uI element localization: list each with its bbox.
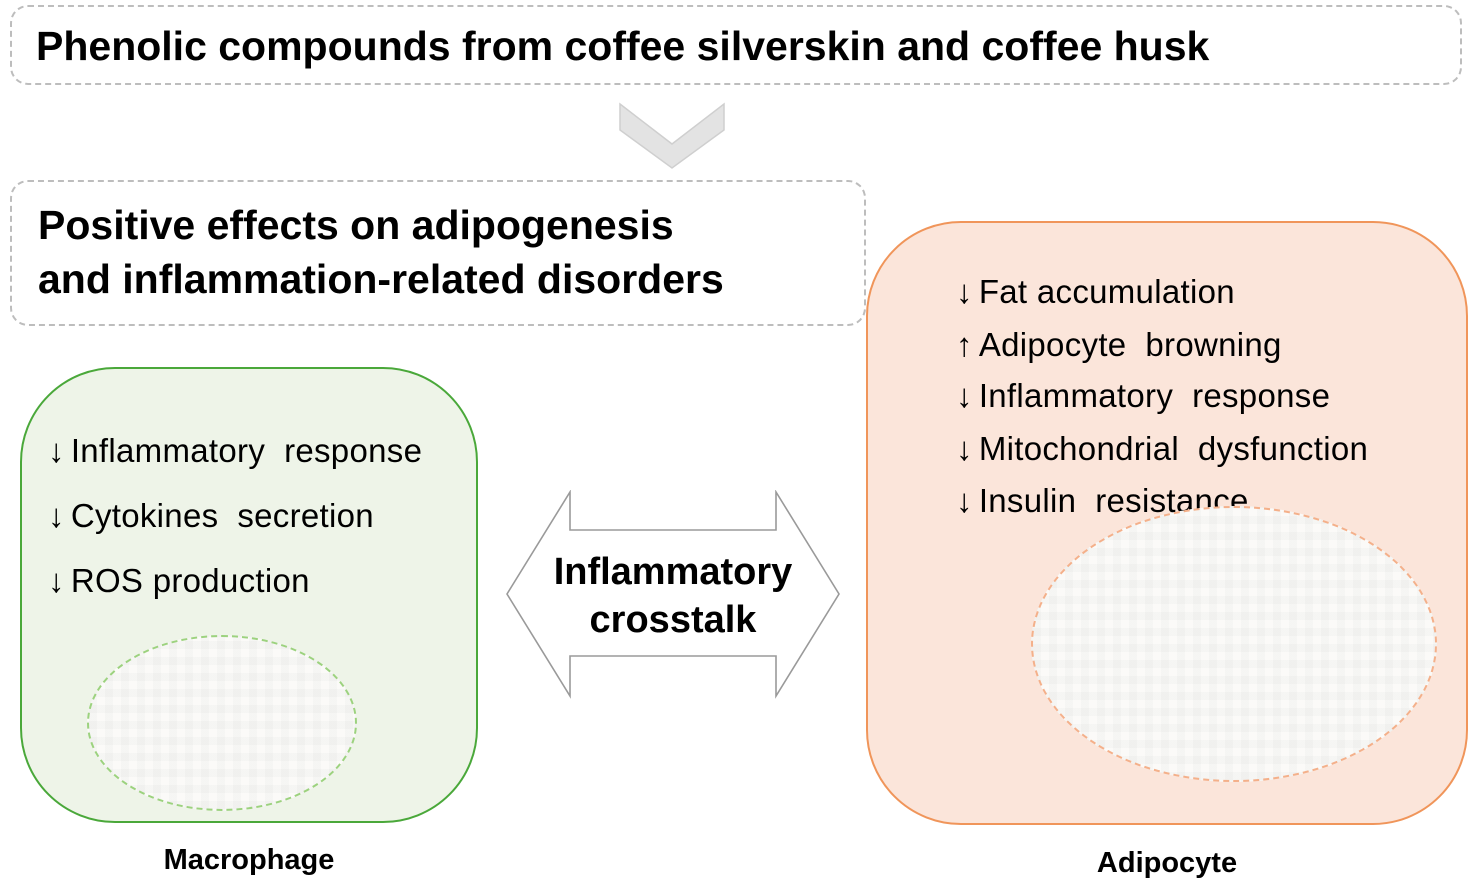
crosstalk-label-line-2: crosstalk (589, 599, 757, 641)
effects-box: Positive effects on adipogenesis and inf… (10, 180, 866, 326)
macrophage-effect: ↓ Cytokines secretion (48, 497, 374, 535)
effect-label: Mitochondrial dysfunction (978, 430, 1369, 467)
adipocyte-effect: ↓ Fat accumulation (956, 273, 1235, 311)
macrophage-effect: ↓ ROS production (48, 562, 310, 600)
adipocyte-effect: ↑ Adipocyte browning (956, 326, 1282, 364)
decrease-arrow-icon: ↓ (956, 430, 973, 467)
down-chevron-arrow (619, 102, 725, 169)
adipocyte-effect: ↓ Mitochondrial dysfunction (956, 430, 1368, 468)
adipocyte-effect: ↓ Inflammatory response (956, 377, 1330, 415)
effects-heading-line-2: and inflammation-related disorders (38, 256, 724, 302)
title-box: Phenolic compounds from coffee silverski… (10, 5, 1462, 85)
crosstalk-label-line-1: Inflammatory (553, 551, 793, 593)
macrophage-label: Macrophage (163, 844, 335, 876)
effect-label: Adipocyte browning (978, 326, 1282, 363)
diagram-title: Phenolic compounds from coffee silverski… (36, 23, 1210, 69)
macrophage-nucleus (87, 635, 357, 811)
macrophage-cell: ↓ Inflammatory response ↓ Cytokines secret… (20, 367, 478, 823)
effect-label: Cytokines secretion (70, 497, 374, 534)
effect-label: Fat accumulation (978, 273, 1235, 310)
decrease-arrow-icon: ↓ (48, 432, 65, 469)
macrophage-effect: ↓ Inflammatory response (48, 432, 422, 470)
decrease-arrow-icon: ↓ (956, 482, 973, 519)
effect-label: Inflammatory response (70, 432, 423, 469)
decrease-arrow-icon: ↓ (956, 377, 973, 414)
effect-label: ROS production (70, 562, 310, 599)
adipocyte-nucleus (1031, 506, 1437, 782)
adipocyte-cell: ↓ Fat accumulation ↑ Adipocyte browning ↓ I… (866, 221, 1468, 825)
decrease-arrow-icon: ↓ (956, 273, 973, 310)
effect-label: Inflammatory response (978, 377, 1331, 414)
increase-arrow-icon: ↑ (956, 326, 973, 363)
adipocyte-label: Adipocyte (1096, 847, 1238, 879)
crosstalk-label: Inflammatory crosstalk (516, 548, 830, 644)
decrease-arrow-icon: ↓ (48, 562, 65, 599)
effects-heading-line-1: Positive effects on adipogenesis (38, 202, 674, 248)
decrease-arrow-icon: ↓ (48, 497, 65, 534)
crosstalk-double-arrow (506, 490, 840, 699)
